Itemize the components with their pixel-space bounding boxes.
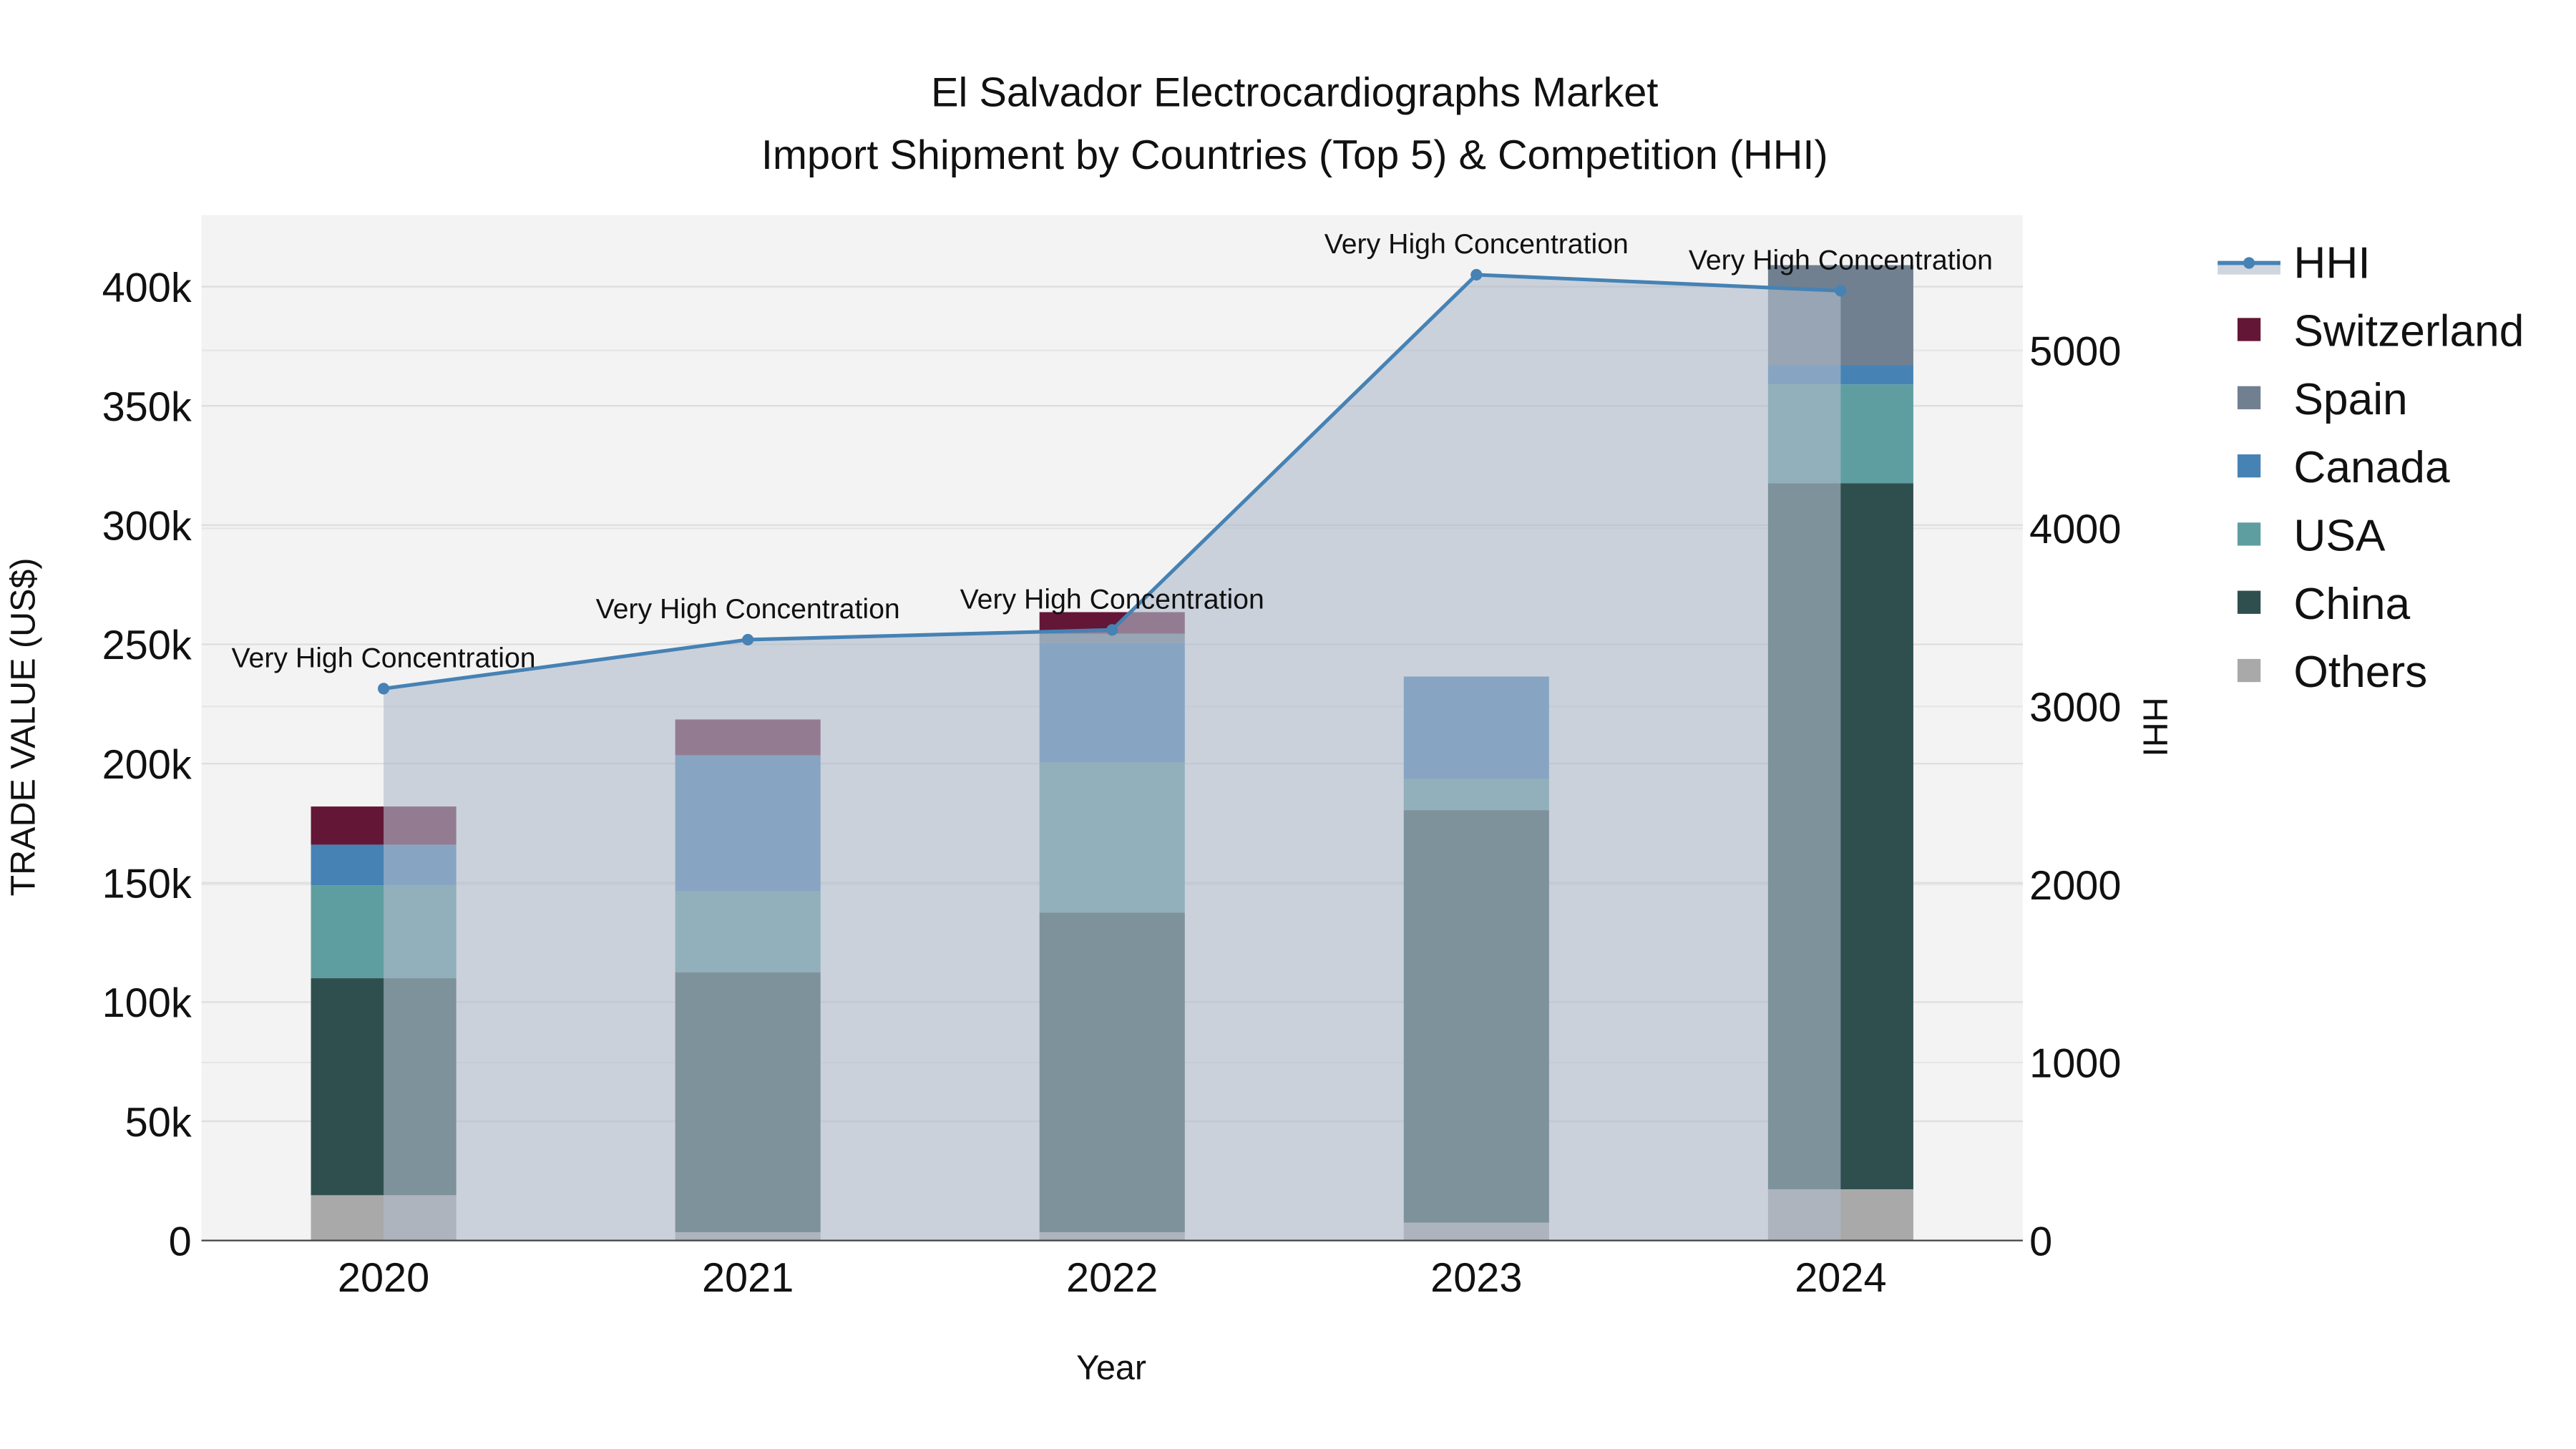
y2-tick-label: 5000 xyxy=(2029,328,2121,374)
y-tick-label: 100k xyxy=(102,980,192,1026)
hhi-area xyxy=(384,274,1841,1241)
legend-label-china: China xyxy=(2293,580,2410,629)
y-tick-label: 300k xyxy=(102,504,192,550)
legend: HHI Switzerland Spain Canada USA China Others xyxy=(2218,238,2524,697)
hhi-point-2024 xyxy=(1835,285,1847,297)
hhi-annotation: Very High Concentration xyxy=(1689,244,1993,275)
chart-title: El Salvador Electrocardiographs Market xyxy=(931,69,1658,115)
y2-tick-label: 3000 xyxy=(2029,685,2121,731)
y2-axis-ticks: 0 1000 2000 3000 4000 5000 xyxy=(2029,328,2121,1264)
x-axis-ticks: 2020 2021 2022 2023 2024 xyxy=(338,1255,1887,1301)
hhi-point-2021 xyxy=(742,633,754,646)
hhi-point-2020 xyxy=(378,683,390,695)
y2-tick-label: 1000 xyxy=(2029,1041,2121,1087)
y-tick-label: 250k xyxy=(102,623,192,668)
y2-tick-label: 4000 xyxy=(2029,507,2121,552)
y-tick-label: 350k xyxy=(102,384,192,430)
legend-swatch-switzerland xyxy=(2237,318,2261,341)
y-tick-label: 200k xyxy=(102,742,192,788)
hhi-annotation: Very High Concentration xyxy=(1324,228,1629,260)
y2-tick-label: 2000 xyxy=(2029,863,2121,909)
hhi-point-2023 xyxy=(1470,268,1483,281)
hhi-point-2022 xyxy=(1106,624,1118,636)
y-tick-label: 50k xyxy=(125,1100,192,1146)
legend-label-switzerland: Switzerland xyxy=(2293,307,2524,356)
hhi-annotation: Very High Concentration xyxy=(596,593,900,625)
legend-label-usa: USA xyxy=(2293,512,2386,561)
legend-swatch-others xyxy=(2237,658,2261,683)
x-axis-label: Year xyxy=(1076,1349,1146,1387)
x-tick-label: 2021 xyxy=(702,1255,794,1301)
hhi-annotation: Very High Concentration xyxy=(232,642,536,673)
y-axis-ticks: 0 50k 100k 150k 200k 250k 300k 350k 400k xyxy=(102,265,192,1264)
legend-swatch-canada xyxy=(2237,454,2261,478)
y-tick-label: 400k xyxy=(102,265,192,311)
hhi-series: Very High Concentration Very High Concent… xyxy=(232,228,1993,1241)
legend-label-canada: Canada xyxy=(2293,443,2450,492)
chart-subtitle: Import Shipment by Countries (Top 5) & C… xyxy=(761,132,1828,178)
y-tick-label: 150k xyxy=(102,862,192,907)
legend-label-hhi: HHI xyxy=(2293,238,2370,288)
legend-swatch-hhi-marker xyxy=(2243,257,2255,269)
hhi-annotation: Very High Concentration xyxy=(960,583,1264,615)
x-tick-label: 2022 xyxy=(1066,1255,1158,1301)
legend-swatch-spain xyxy=(2237,386,2261,409)
x-tick-label: 2023 xyxy=(1430,1255,1522,1301)
legend-label-spain: Spain xyxy=(2293,375,2407,424)
legend-label-others: Others xyxy=(2293,648,2427,697)
y-tick-label: 0 xyxy=(169,1219,192,1264)
x-tick-label: 2024 xyxy=(1795,1255,1886,1301)
y-axis-label: TRADE VALUE (US$) xyxy=(4,557,42,896)
y2-axis-label: HHI xyxy=(2135,697,2174,756)
y2-tick-label: 0 xyxy=(2029,1219,2052,1264)
legend-swatch-usa xyxy=(2237,522,2261,546)
legend-swatch-china xyxy=(2237,590,2261,614)
x-tick-label: 2020 xyxy=(338,1255,429,1301)
